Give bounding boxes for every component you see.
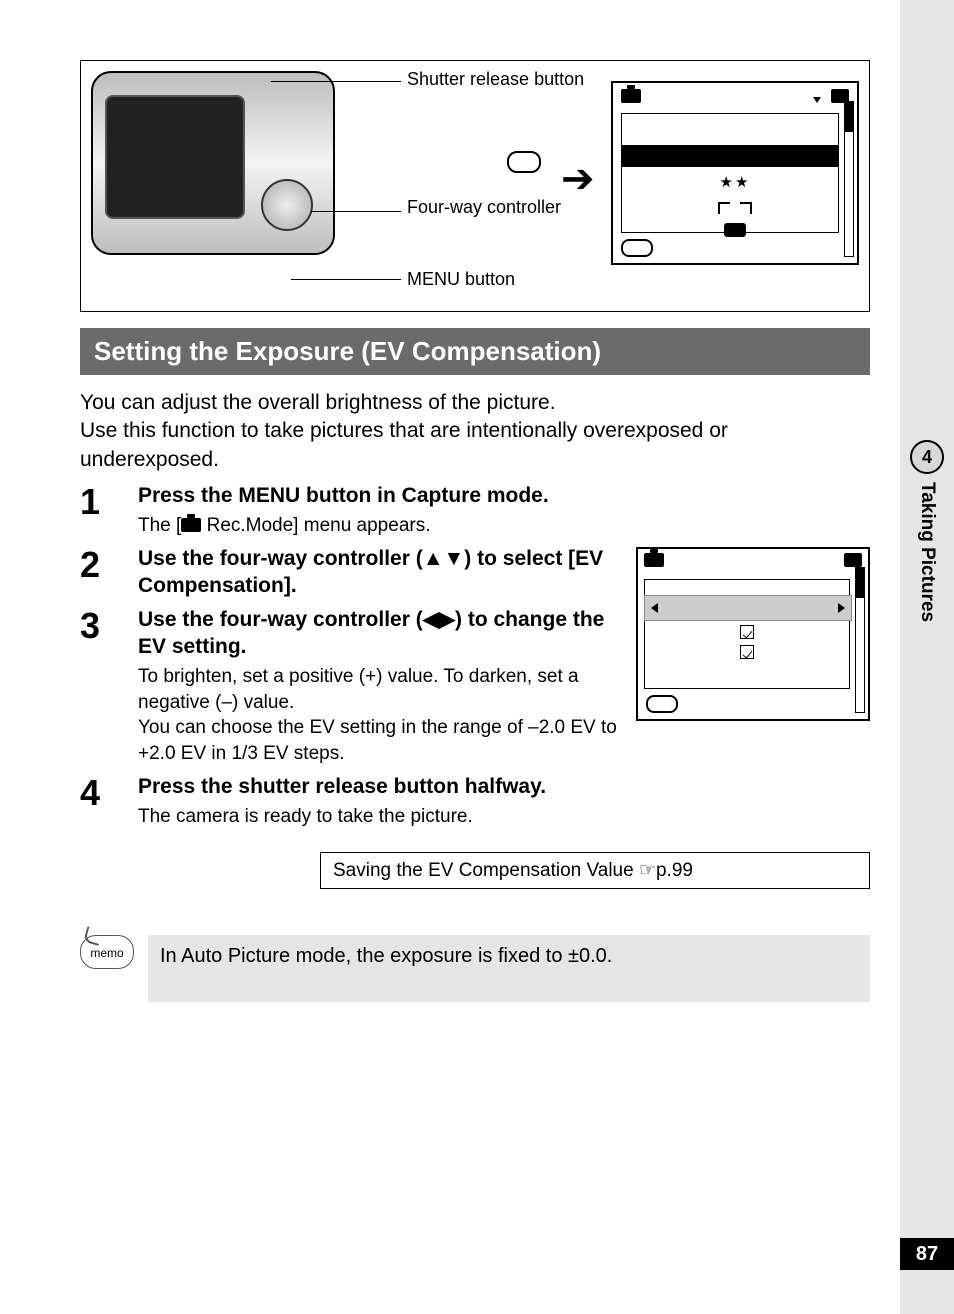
lcd-preview-2 <box>636 547 870 721</box>
step-number: 1 <box>80 482 138 539</box>
step-number: 3 <box>80 606 138 767</box>
check-icon <box>740 625 754 639</box>
step-number: 4 <box>80 773 138 830</box>
ev-adjust-row <box>644 595 852 621</box>
manual-page: 4 Taking Pictures 87 Shutter release but… <box>0 0 954 1314</box>
quality-stars: ★★ <box>613 173 857 191</box>
triangle-left-icon <box>651 603 658 613</box>
cross-reference: Saving the EV Compensation Value ☞p.99 <box>320 852 870 889</box>
step-3: 3 Use the four-way controller (◀▶) to ch… <box>80 606 622 767</box>
camera-diagram: Shutter release button Four-way controll… <box>80 60 870 312</box>
step-number: 2 <box>80 545 138 600</box>
steps-list: 1 Press the MENU button in Capture mode.… <box>80 482 870 830</box>
checkbox-row <box>638 645 850 664</box>
arrow-right-icon: ➔ <box>561 156 595 202</box>
page-number: 87 <box>900 1238 954 1270</box>
step-2: 2 Use the four-way controller (▲▼) to se… <box>80 545 622 600</box>
step-desc: The [ Rec.Mode] menu appears. <box>138 513 870 539</box>
step-title: Use the four-way controller (◀▶) to chan… <box>138 606 622 661</box>
label-menu: MENU button <box>407 269 515 290</box>
step-1: 1 Press the MENU button in Capture mode.… <box>80 482 870 539</box>
chapter-tab: 4 Taking Pictures <box>900 440 954 670</box>
lcd-preview-1: ★★ <box>611 81 859 265</box>
chapter-title: Taking Pictures <box>916 482 938 662</box>
label-shutter: Shutter release button <box>407 69 584 90</box>
ev-icon <box>613 223 857 242</box>
focus-frame-icon <box>613 201 857 219</box>
step-desc: The camera is ready to take the picture. <box>138 804 870 830</box>
camera-icon <box>181 518 201 532</box>
button-outline-icon <box>507 151 541 173</box>
check-icon <box>740 645 754 659</box>
intro-text: You can adjust the overall brightness of… <box>80 389 870 474</box>
step-title: Use the four-way controller (▲▼) to sele… <box>138 545 622 600</box>
chapter-number: 4 <box>910 440 944 474</box>
step-desc: To brighten, set a positive (+) value. T… <box>138 664 622 767</box>
memo-block: memo In Auto Picture mode, the exposure … <box>80 935 870 1002</box>
checkbox-row <box>638 625 850 644</box>
memo-text: In Auto Picture mode, the exposure is fi… <box>148 935 870 1002</box>
camera-illustration <box>91 71 331 261</box>
camera-icon <box>644 553 664 567</box>
section-title: Setting the Exposure (EV Compensation) <box>80 328 870 375</box>
step-title: Press the MENU button in Capture mode. <box>138 482 870 509</box>
memo-icon: memo <box>80 935 134 969</box>
label-fourway: Four-way controller <box>407 197 561 218</box>
tool-icon <box>844 553 862 567</box>
step-title: Press the shutter release button halfway… <box>138 773 870 800</box>
camera-icon <box>621 89 641 103</box>
highlight-row <box>621 145 839 167</box>
triangle-right-icon <box>838 603 845 613</box>
step-4: 4 Press the shutter release button halfw… <box>80 773 870 830</box>
page-content: Shutter release button Four-way controll… <box>80 60 870 1002</box>
